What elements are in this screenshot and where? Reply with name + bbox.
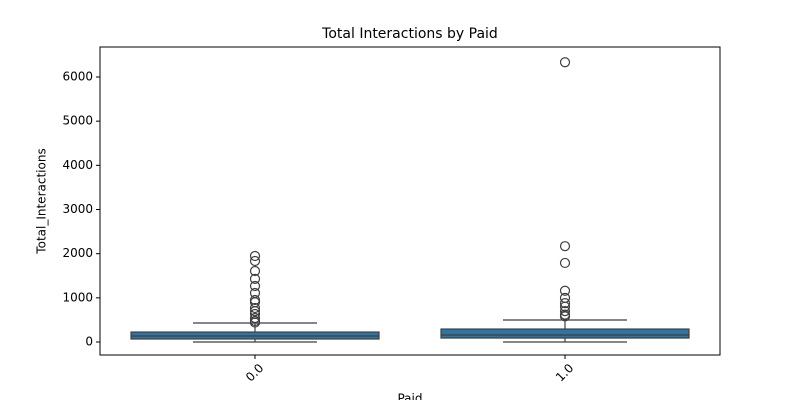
outlier [559, 241, 571, 252]
y-tick-label: 3000 [62, 202, 93, 216]
outlier [249, 312, 261, 324]
plot-frame [99, 46, 721, 356]
outlier [249, 255, 261, 267]
outlier [559, 305, 571, 317]
outlier [249, 305, 261, 317]
outlier [249, 302, 261, 314]
outlier [249, 250, 261, 262]
y-tick-label: 2000 [62, 246, 93, 260]
y-tick-label: 1000 [62, 290, 93, 304]
outlier [559, 57, 571, 68]
outlier [559, 311, 571, 322]
y-axis-label: Total_Interactions [35, 148, 49, 254]
y-tick-label: 5000 [62, 114, 93, 128]
outlier [249, 280, 261, 292]
chart-title: Total Interactions by Paid [321, 26, 498, 42]
outlier [249, 317, 261, 328]
y-tick-label: 6000 [62, 69, 93, 83]
x-axis-label: Paid [397, 392, 422, 400]
outlier [559, 298, 571, 309]
y-tick-label: 4000 [62, 158, 93, 172]
outlier [559, 257, 571, 269]
outlier [249, 265, 261, 277]
outlier [559, 285, 571, 296]
y-tick-label: 0 [85, 335, 93, 349]
outlier [559, 301, 571, 312]
outlier [249, 273, 261, 284]
box [440, 328, 690, 339]
